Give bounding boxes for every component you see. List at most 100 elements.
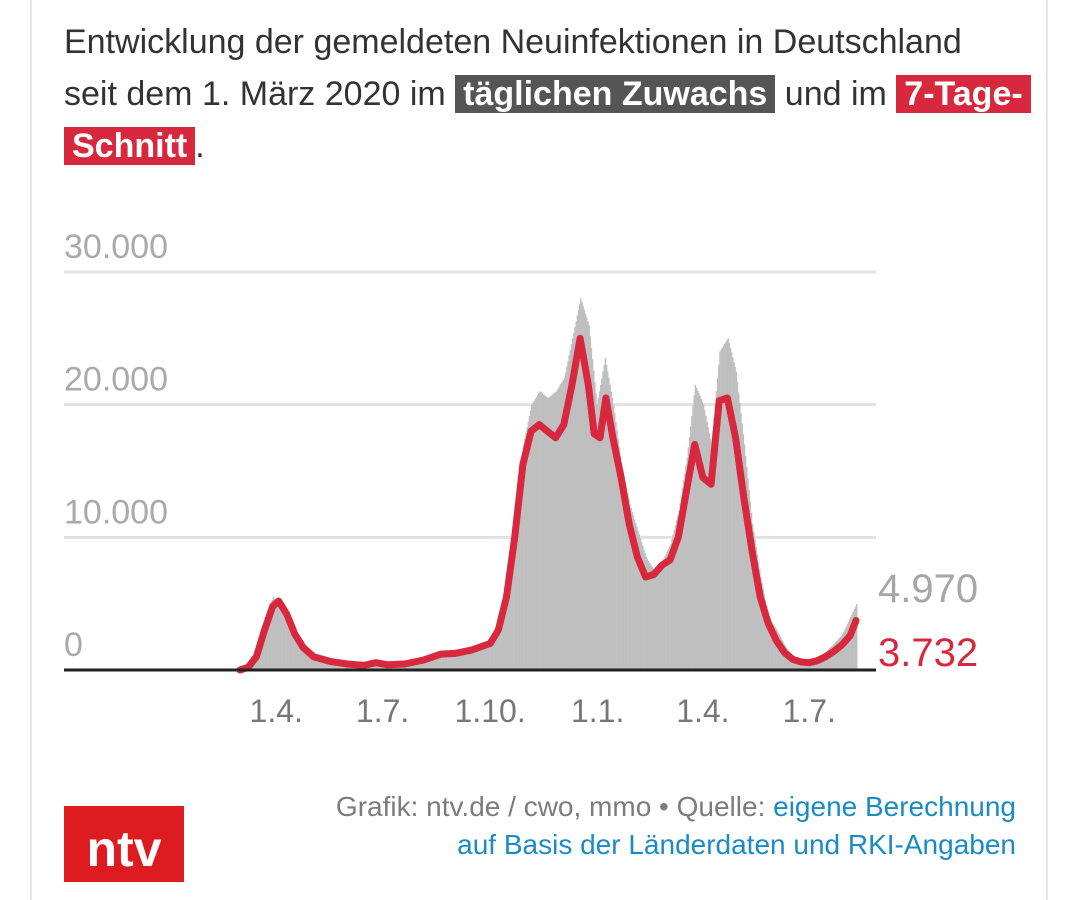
- daily-bar: [692, 405, 694, 670]
- daily-bar: [672, 534, 674, 670]
- daily-bar: [573, 332, 575, 670]
- grid-lines: [64, 270, 876, 539]
- daily-bar: [734, 366, 736, 670]
- daily-bar: [560, 383, 562, 670]
- daily-bar: [342, 663, 345, 670]
- daily-bar: [441, 651, 443, 670]
- daily-bar: [830, 646, 832, 670]
- daily-bar: [850, 616, 852, 670]
- daily-bar: [708, 433, 711, 670]
- daily-bar: [578, 304, 581, 670]
- daily-bar: [319, 659, 321, 670]
- daily-bar: [526, 427, 528, 670]
- daily-bar: [633, 519, 636, 670]
- daily-bar: [534, 398, 537, 670]
- daily-bar: [515, 512, 518, 670]
- daily-bar: [412, 661, 415, 670]
- daily-bar: [455, 654, 457, 670]
- daily-bar: [649, 562, 651, 670]
- daily-bar: [757, 561, 760, 670]
- daily-bar: [289, 630, 291, 670]
- daily-bar: [525, 433, 527, 670]
- daily-bar: [491, 640, 493, 670]
- daily-bar: [522, 444, 525, 670]
- daily-bar: [547, 398, 549, 670]
- daily-bar: [450, 653, 452, 670]
- daily-bar: [280, 610, 283, 670]
- daily-bar: [324, 660, 326, 670]
- daily-bar: [635, 523, 637, 670]
- daily-bar: [480, 646, 483, 670]
- daily-bar: [282, 613, 284, 670]
- daily-bar: [593, 370, 595, 670]
- daily-bar: [376, 664, 379, 670]
- daily-bar: [760, 577, 762, 670]
- daily-bar: [820, 655, 823, 670]
- daily-bar: [747, 478, 749, 670]
- daily-bar: [780, 637, 782, 670]
- daily-bar: [541, 393, 544, 670]
- daily-bar: [478, 646, 480, 670]
- daily-bar: [460, 652, 463, 670]
- daily-bar: [501, 609, 504, 670]
- daily-bar: [377, 664, 380, 670]
- daily-bar: [585, 317, 588, 670]
- daily-bar: [644, 553, 646, 670]
- daily-bar: [841, 634, 844, 670]
- seven-day-average-line: [236, 334, 860, 674]
- daily-bar: [536, 395, 539, 670]
- daily-bar: [628, 498, 630, 670]
- daily-bar: [575, 321, 577, 670]
- daily-bar: [520, 467, 523, 670]
- daily-bar: [284, 618, 286, 670]
- daily-bar: [614, 413, 616, 670]
- daily-bar: [297, 643, 299, 670]
- daily-bar: [617, 438, 620, 670]
- daily-bar: [524, 438, 526, 670]
- daily-bar: [646, 559, 649, 670]
- daily-bar: [753, 531, 755, 670]
- daily-bar: [334, 662, 337, 670]
- daily-bar: [293, 637, 296, 670]
- daily-bar: [602, 371, 604, 670]
- daily-bar: [626, 492, 629, 670]
- daily-bar: [533, 400, 535, 670]
- infections-chart: 0 10.000 20.000 30.000 1.4. 1.7. 1.10. 1.1. 1.4.…: [64, 228, 978, 729]
- daily-bar: [495, 629, 498, 670]
- daily-bar: [673, 529, 676, 670]
- daily-bar: [851, 614, 853, 670]
- daily-bar: [607, 371, 609, 670]
- ntv-logo[interactable]: ntv: [64, 806, 184, 882]
- daily-bar: [642, 545, 644, 670]
- daily-bar: [715, 391, 718, 670]
- daily-bar: [332, 662, 334, 670]
- daily-bar: [299, 646, 302, 670]
- daily-bar: [294, 639, 297, 670]
- daily-bar: [570, 344, 573, 670]
- daily-bar: [414, 661, 416, 670]
- daily-bar: [771, 622, 774, 670]
- daily-bar: [517, 501, 519, 670]
- daily-bar: [449, 652, 451, 670]
- daily-bar: [313, 658, 316, 670]
- daily-bar: [694, 384, 697, 670]
- daily-bar: [452, 653, 455, 670]
- daily-bar: [424, 658, 427, 670]
- daily-bar: [564, 372, 567, 670]
- daily-bar: [587, 321, 589, 670]
- daily-bar: [519, 478, 521, 670]
- daily-bar: [746, 467, 748, 670]
- daily-bar: [737, 392, 740, 670]
- daily-bar: [590, 347, 593, 670]
- daily-bar: [595, 393, 597, 670]
- y-tick-label: 20.000: [64, 361, 168, 399]
- daily-bar: [612, 404, 615, 670]
- daily-bar: [427, 657, 429, 670]
- daily-bar: [438, 652, 441, 670]
- daily-bar: [685, 465, 687, 670]
- daily-bar: [637, 530, 639, 670]
- daily-bar: [621, 464, 623, 670]
- source-link[interactable]: eigene Berechnung auf Basis der Länderda…: [457, 791, 1016, 860]
- daily-bar: [510, 561, 512, 670]
- daily-bar: [574, 326, 576, 670]
